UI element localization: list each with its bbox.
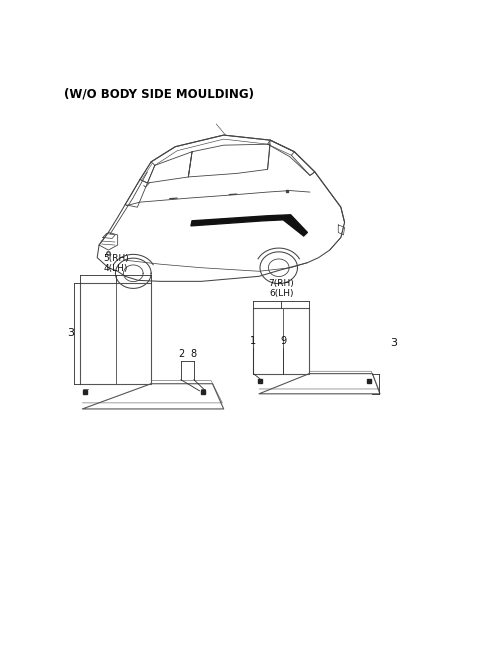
Text: (W/O BODY SIDE MOULDING): (W/O BODY SIDE MOULDING)	[64, 88, 254, 101]
Text: 7(RH)
6(LH): 7(RH) 6(LH)	[268, 279, 294, 298]
Text: 1: 1	[251, 336, 256, 346]
Text: 3: 3	[67, 328, 74, 338]
Text: 2: 2	[178, 348, 184, 358]
Text: 5(RH)
4(LH): 5(RH) 4(LH)	[103, 253, 129, 272]
Text: 3: 3	[390, 339, 397, 348]
Text: 9: 9	[280, 336, 286, 346]
Text: 8: 8	[191, 348, 197, 358]
Polygon shape	[191, 215, 307, 236]
